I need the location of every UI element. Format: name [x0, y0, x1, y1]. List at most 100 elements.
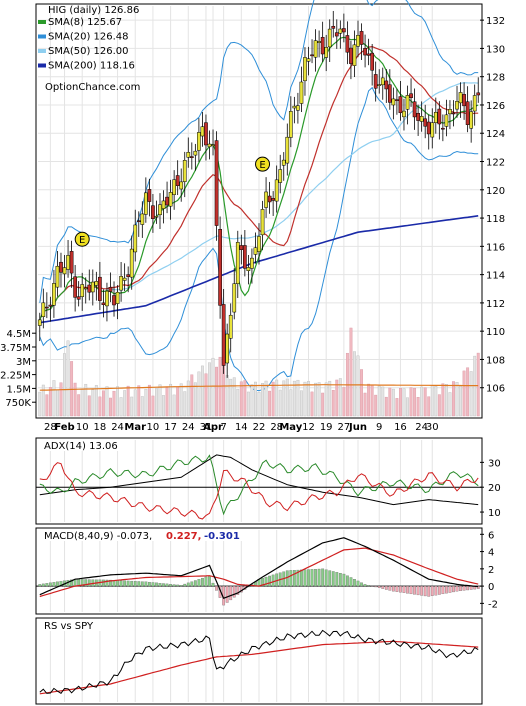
macd-histogram-bar — [158, 583, 162, 587]
candle-body — [175, 175, 180, 186]
macd-histogram-bar — [176, 584, 180, 587]
macd-histogram-bar — [172, 584, 176, 587]
volume-bar — [193, 382, 197, 417]
volume-bar — [112, 390, 116, 417]
volume-bar — [430, 385, 434, 417]
volume-bar — [448, 392, 452, 417]
volume-bar — [41, 384, 45, 417]
volume-bar — [356, 355, 360, 417]
candle-body — [458, 92, 463, 104]
volume-bar — [94, 385, 98, 417]
macd-label-bg — [40, 529, 250, 541]
macd-histogram-bar — [367, 585, 371, 587]
watermark: OptionChance.com — [45, 82, 140, 93]
volume-bar — [459, 385, 462, 417]
macd-y-ticks: 6 4 2 0 -2 — [480, 530, 498, 610]
candle-body — [310, 54, 314, 57]
macd-histogram-bar — [434, 585, 438, 596]
volume-bar — [299, 390, 303, 417]
candle-body — [253, 247, 258, 255]
candle-body — [165, 196, 169, 206]
volume-bar — [416, 397, 420, 417]
x-tick-label: 19 — [320, 422, 333, 433]
macd-histogram-bar — [190, 581, 194, 587]
macd-histogram-bar — [186, 582, 190, 587]
price-tick-label: 110 — [486, 327, 505, 338]
volume-bar — [278, 389, 282, 417]
x-tick-label: 27 — [337, 422, 350, 433]
price-tick-label: 114 — [486, 271, 505, 282]
earnings-marker — [74, 231, 90, 247]
candle-body — [430, 122, 435, 138]
volume-bar — [335, 379, 339, 417]
rs-panel: RS vs SPY — [35, 617, 483, 705]
volume-bar — [466, 367, 470, 417]
x-tick-label: Feb — [54, 422, 74, 433]
volume-bar — [56, 389, 59, 417]
macd-histogram-bar — [197, 579, 201, 587]
volume-bar — [190, 374, 194, 417]
candle-body — [101, 302, 106, 305]
candle-body — [349, 47, 353, 64]
candle-body — [387, 84, 392, 103]
volume-bar — [427, 396, 431, 417]
candle-body — [412, 101, 417, 118]
candle-body — [465, 101, 470, 125]
x-tick-label: 22 — [253, 422, 266, 433]
volume-bar — [45, 394, 49, 417]
candle-body — [352, 44, 357, 66]
macd-histogram-bar — [162, 583, 165, 587]
macd-histogram-bar — [452, 585, 455, 593]
macd-histogram-bar — [140, 581, 144, 587]
chart-title: HIG (daily) 126.86 — [48, 5, 139, 16]
price-grid — [38, 6, 480, 416]
volume-bar — [80, 388, 84, 417]
macd-histogram-bar — [437, 585, 441, 595]
adx-tick-label: 30 — [488, 458, 501, 469]
candle-body — [320, 36, 325, 55]
candle-body — [433, 111, 438, 124]
macd-histogram-bar — [335, 572, 339, 587]
candle-body — [331, 25, 336, 29]
candle-body — [448, 108, 452, 115]
macd-histogram-bar — [271, 574, 275, 587]
price-tick-label: 122 — [486, 158, 505, 169]
di-minus-line — [39, 462, 479, 520]
macd-line — [39, 537, 479, 599]
volume-bar — [186, 380, 190, 417]
candle-body — [200, 126, 205, 137]
legend-swatch — [38, 34, 46, 39]
volume-tick-label: 3.75M — [0, 343, 31, 354]
volume-bar — [268, 390, 272, 417]
macd-histogram-bar — [52, 582, 56, 587]
macd-histogram-bar — [102, 579, 105, 587]
macd-histogram-bar — [321, 568, 325, 587]
x-tick-label: 16 — [394, 422, 407, 433]
candle-body — [154, 215, 159, 218]
macd-histogram-bar — [406, 585, 409, 594]
macd-histogram-bar — [292, 570, 296, 587]
volume-tick-label: 2.25M — [0, 371, 31, 382]
volume-bar — [87, 395, 91, 417]
volume-bar — [455, 382, 459, 417]
candle-body — [363, 48, 367, 56]
candle-body — [426, 121, 431, 135]
price-tick-label: 116 — [486, 242, 505, 253]
macd-histogram-bar — [402, 585, 406, 593]
candle-body — [207, 143, 212, 148]
macd-histogram-bar — [264, 576, 268, 587]
macd-histogram-bar — [349, 577, 353, 587]
x-tick-label: 31 — [200, 422, 213, 433]
candle-body — [80, 284, 85, 297]
candle-body — [285, 136, 290, 164]
volume-bar — [406, 397, 409, 417]
volume-bar — [360, 369, 363, 417]
volume-average-line — [39, 384, 479, 391]
candle-body — [83, 287, 88, 290]
macd-tick-label: 6 — [488, 530, 494, 541]
candle-body — [444, 114, 449, 127]
volume-bar — [388, 387, 392, 417]
volume-bar — [420, 386, 424, 417]
candle-body — [225, 333, 230, 364]
